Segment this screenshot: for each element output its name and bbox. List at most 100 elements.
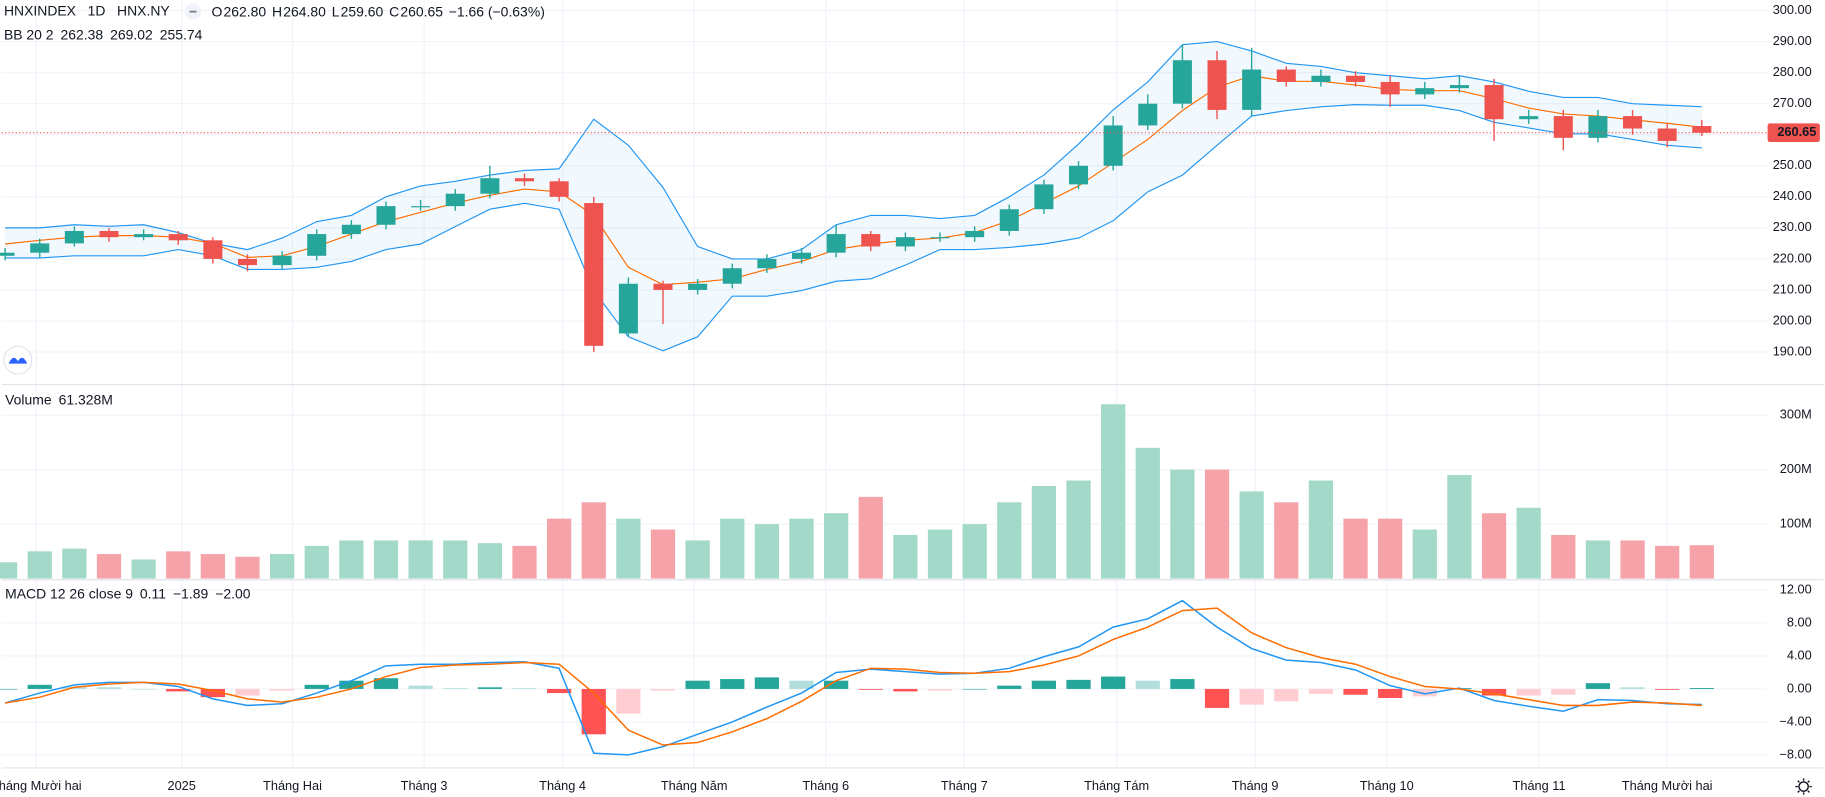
- ohlc-label: H: [272, 3, 282, 19]
- volume-bar: [200, 554, 225, 579]
- histogram-bar: [1274, 688, 1299, 702]
- logo-icon[interactable]: [8, 357, 28, 364]
- y-tick-label: 12.00: [1780, 581, 1812, 596]
- y-tick-label: 200M: [1780, 461, 1812, 476]
- candle-body: [584, 203, 604, 346]
- candle-body: [168, 234, 188, 241]
- candle-body: [1484, 85, 1504, 120]
- histogram-bar: [1655, 688, 1680, 690]
- volume-bar: [131, 559, 156, 579]
- logo[interactable]: [3, 345, 33, 375]
- histogram-bar: [927, 688, 953, 691]
- candle-body: [1588, 116, 1608, 138]
- histogram-bar: [893, 688, 918, 692]
- logo-circle[interactable]: [3, 345, 33, 375]
- settings-button[interactable]: [1795, 778, 1812, 795]
- candle-body: [1034, 184, 1054, 210]
- volume-bar: [27, 551, 52, 579]
- exchange: HNX.NY: [117, 2, 170, 18]
- histogram-bar: [997, 685, 1022, 689]
- volume-bar: [1204, 469, 1230, 579]
- volume-bar: [962, 524, 987, 579]
- candle-body: [1380, 81, 1400, 95]
- y-tick-label: −8.00: [1779, 746, 1811, 761]
- histogram-bar: [1481, 688, 1507, 696]
- histogram-bar: [824, 680, 849, 689]
- volume-bar: [789, 518, 814, 579]
- gear-icon[interactable]: [1798, 781, 1809, 792]
- candle-body: [826, 234, 846, 253]
- macd-value: 0.11: [140, 586, 166, 602]
- macd-value: −1.89: [173, 586, 209, 602]
- histogram-bar: [166, 688, 191, 692]
- x-tick-label: Tháng Tám: [1084, 778, 1149, 793]
- ohlc-value: 260.65: [400, 3, 443, 19]
- candle-body: [134, 234, 154, 238]
- candle-body: [1449, 85, 1469, 89]
- macd-value: −2.00: [215, 586, 251, 602]
- y-tick-label: −4.00: [1779, 713, 1811, 728]
- y-tick-label: 4.00: [1787, 647, 1812, 662]
- histogram-bar: [1239, 688, 1264, 705]
- y-tick-label: 300M: [1780, 407, 1812, 422]
- y-tick-label: 210.00: [1773, 281, 1812, 296]
- candle-body: [653, 283, 673, 290]
- interval: 1D: [88, 2, 106, 18]
- volume-bar: [1101, 404, 1126, 579]
- histogram-bar: [1343, 688, 1368, 695]
- ohlc-label: L: [332, 3, 340, 19]
- histogram-bar: [962, 688, 987, 690]
- candle-body: [722, 268, 742, 284]
- candle-body: [30, 243, 50, 253]
- volume-bar: [685, 540, 710, 579]
- volume-bar: [269, 554, 295, 579]
- histogram-bar: [685, 680, 710, 689]
- x-tick-label: Tháng 7: [941, 778, 988, 793]
- volume-bar: [1378, 518, 1403, 579]
- volume-bar: [1620, 540, 1645, 579]
- volume-bar: [1274, 502, 1299, 579]
- candle-body: [1172, 60, 1192, 104]
- y-tick-label: 200.00: [1773, 312, 1812, 327]
- histogram-bar: [1170, 679, 1195, 689]
- volume-bar: [304, 545, 329, 579]
- y-tick-label: 240.00: [1773, 188, 1812, 203]
- x-tick-label: Tháng Hai: [263, 778, 322, 793]
- histogram-bar: [581, 688, 606, 735]
- marks: [0, 41, 1768, 756]
- x-tick-label: Tháng Mười hai: [0, 778, 82, 793]
- band-lower: [5, 104, 1702, 352]
- indicator-value: 255.74: [160, 27, 203, 43]
- volume-bar: [1343, 518, 1368, 579]
- candle-body: [895, 237, 915, 247]
- indicator-value: 269.02: [110, 27, 153, 43]
- volume-bar: [650, 529, 676, 579]
- volume-value: 61.328M: [59, 392, 113, 408]
- histogram-bar: [754, 677, 780, 689]
- candle-body: [1346, 75, 1366, 82]
- histogram-bar: [616, 688, 641, 714]
- candle-body: [1103, 125, 1123, 166]
- histogram-bar: [1101, 676, 1126, 689]
- gear-teeth[interactable]: [1795, 778, 1812, 795]
- volume-bar: [512, 545, 537, 579]
- ohlc-label: C: [389, 3, 399, 19]
- x-tick-label: Tháng 6: [802, 778, 849, 793]
- ohlc-value: 264.80: [283, 3, 326, 19]
- volume-bar: [408, 540, 433, 579]
- candle-body: [1311, 75, 1331, 82]
- y-tick-label: 230.00: [1773, 219, 1812, 234]
- candle-body: [272, 255, 292, 266]
- volume-bar: [339, 540, 364, 579]
- legend: HNXINDEX 1D HNX.NY O 262.80 H 264.80 L 259.60 C 26…: [4, 2, 545, 601]
- histogram-bar: [1031, 680, 1057, 689]
- macd-label: MACD 12 26 close 9: [5, 586, 133, 602]
- volume-bar: [547, 518, 572, 579]
- y-tick-label: 100M: [1780, 515, 1812, 530]
- volume-bar: [927, 529, 953, 579]
- candle-body: [64, 230, 84, 244]
- volume-bar: [166, 551, 191, 579]
- candle-body: [1692, 126, 1712, 133]
